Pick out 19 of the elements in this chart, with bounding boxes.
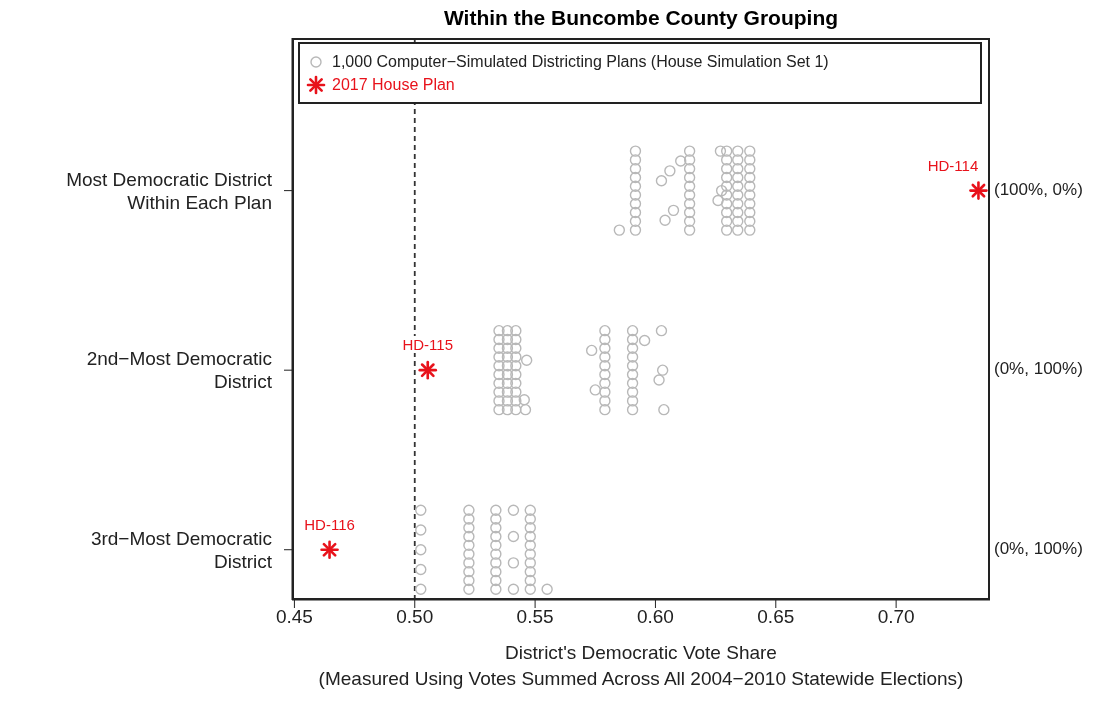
chart-title: Within the Buncombe County Grouping — [442, 6, 840, 30]
x-tick-label: 0.70 — [877, 606, 915, 628]
x-axis-title: District's Democratic Vote Share (Measured Using Votes Summed Across All 2004−2010 Statewide Elections) — [317, 642, 965, 690]
annotation: HD-115 — [396, 336, 459, 354]
x-tick-label: 0.55 — [516, 606, 554, 628]
y-tick-label: 2nd−Most Democratic District — [86, 348, 273, 393]
legend-label: 1,000 Computer−Simulated Districting Plans (House Simulation Set 1) — [331, 52, 830, 72]
y-tick-label: 3rd−Most Democratic District — [90, 527, 273, 572]
text: (0%, 100%) — [994, 359, 1083, 380]
annotation: HD-114 — [922, 156, 984, 174]
x-tick-label: 0.45 — [275, 606, 313, 628]
x-tick-label: 0.50 — [396, 606, 434, 628]
text: (0%, 100%) — [994, 538, 1083, 559]
annotation: HD-116 — [298, 515, 361, 533]
legend-label: 2017 House Plan — [331, 75, 456, 95]
x-tick-label: 0.60 — [636, 606, 674, 628]
x-tick-label: 0.65 — [757, 606, 795, 628]
y-tick-label: Most Democratic District Within Each Plan — [66, 168, 273, 213]
text: (100%, 0%) — [994, 179, 1083, 200]
